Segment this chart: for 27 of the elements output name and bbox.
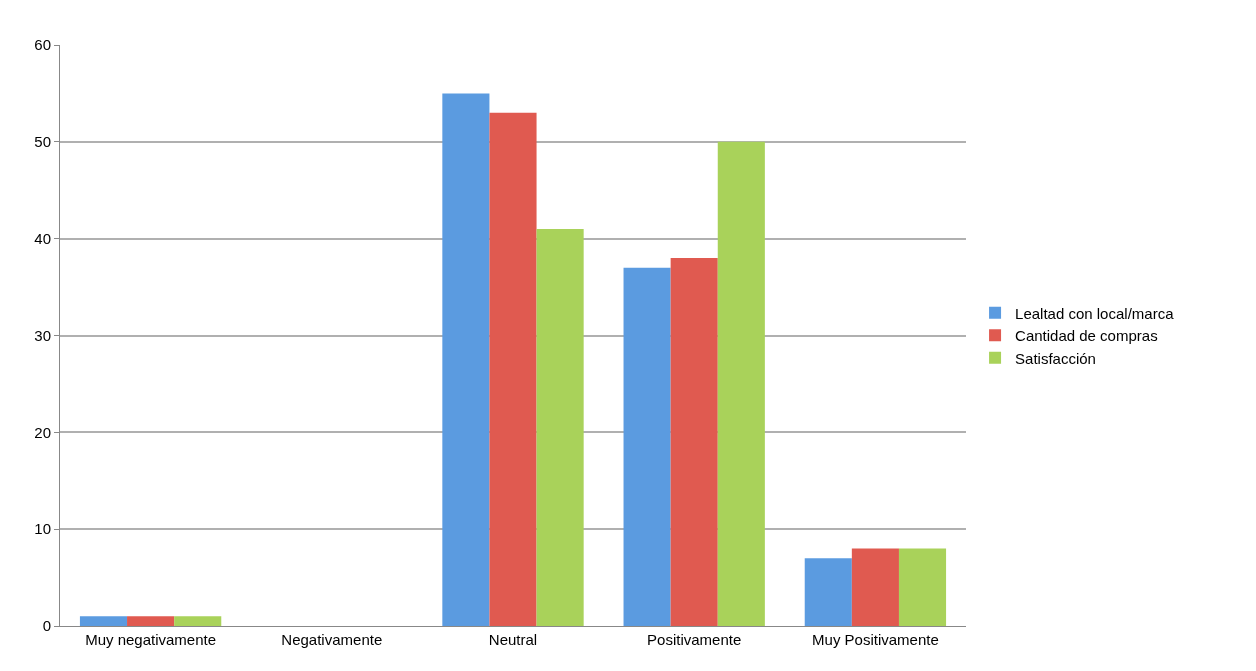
y-tick-label: 40: [34, 229, 51, 247]
y-tick-label: 50: [34, 133, 51, 151]
y-tick-label: 10: [34, 520, 51, 538]
legend-label: Cantidad de compras: [1015, 327, 1158, 345]
y-tick-label: 30: [34, 326, 51, 344]
x-tick-label: Muy Positivamente: [812, 631, 939, 648]
bar: [174, 616, 222, 626]
legend-label: Lealtad con local/marca: [1015, 304, 1175, 322]
bar: [442, 93, 490, 626]
bar: [623, 267, 671, 626]
bar: [536, 228, 584, 626]
legend-label: Satisfacción: [1015, 349, 1096, 367]
y-tick-label: 0: [42, 617, 51, 635]
bar: [717, 141, 765, 626]
bar: [670, 258, 718, 626]
bar: [79, 616, 128, 626]
bar: [851, 548, 899, 626]
bar: [804, 558, 852, 626]
x-tick-label: Positivamente: [647, 631, 742, 648]
y-tick-label: 20: [34, 423, 51, 441]
bar: [489, 112, 537, 626]
y-tick-label: 60: [34, 36, 51, 54]
x-tick-label: Negativamente: [281, 631, 383, 648]
x-tick-label: Neutral: [488, 631, 538, 648]
bar: [898, 548, 947, 626]
x-tick-label: Muy negativamente: [85, 631, 217, 648]
bar: [127, 616, 175, 626]
